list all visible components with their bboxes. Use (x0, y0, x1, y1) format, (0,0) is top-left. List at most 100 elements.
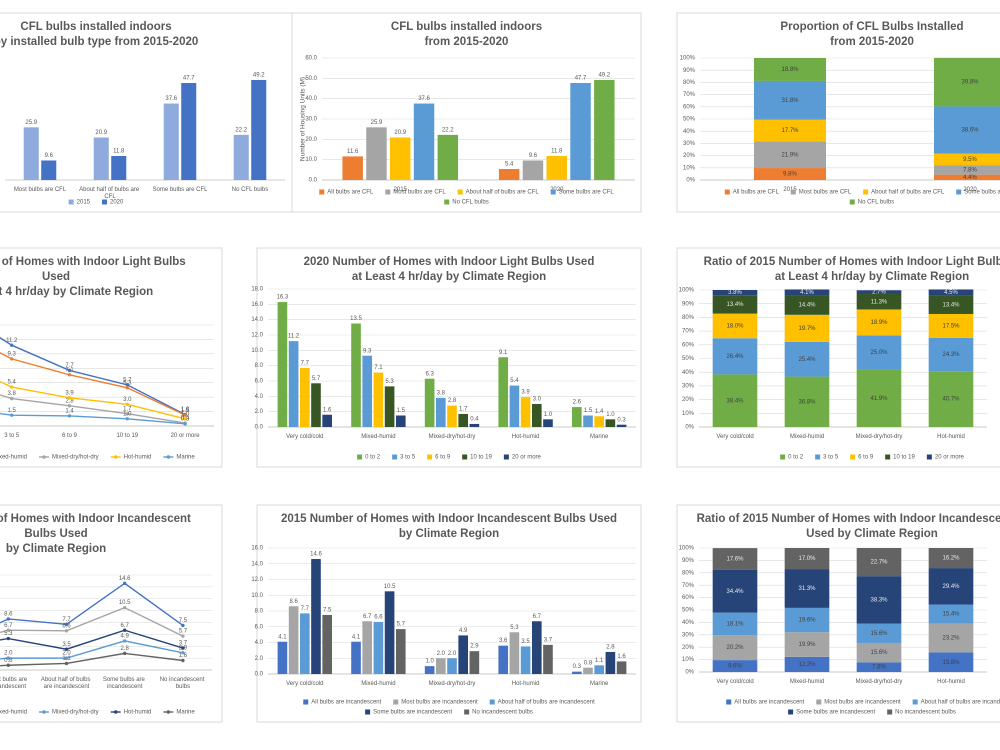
data-label: 1.5 (181, 408, 190, 414)
point (64, 661, 69, 666)
data-label: 14.6 (119, 576, 131, 582)
data-label: 0.4 (470, 417, 479, 423)
x-tick-label: No CFL bulbs (232, 187, 268, 193)
x-tick-label: 2020 (963, 187, 977, 193)
data-label: 4.5% (944, 290, 958, 296)
data-label: 3.8 (437, 390, 446, 396)
x-tick-label: Hot-humid (512, 681, 540, 687)
data-label: 3.9 (521, 390, 530, 396)
data-label: 3.7 (544, 637, 553, 643)
legend-item: About half of bulbs are incandescent (489, 699, 595, 706)
y-tick-label: 80% (682, 315, 695, 321)
x-tick-label: Mixed-dry/hot-dry (429, 434, 476, 440)
data-label: 15.6% (870, 631, 888, 637)
bar (520, 646, 531, 674)
y-tick-label: 14.0 (251, 561, 263, 567)
y-tick-label: 6.0 (255, 379, 264, 385)
data-label: 2.8 (606, 645, 615, 651)
legend-label: 0 to 2 (788, 455, 804, 461)
data-label: 2.0 (62, 651, 71, 657)
point (183, 417, 187, 421)
legend-label: Most bulbs are incandescent (401, 700, 478, 706)
bar (311, 383, 321, 427)
data-label: 4.4% (963, 175, 977, 181)
y-tick-label: 0.0 (255, 672, 264, 678)
bar (447, 405, 457, 427)
bar-segment (928, 337, 974, 372)
y-tick-label: 10.0 (305, 157, 317, 163)
bar (395, 629, 406, 674)
legend-label: Some bulbs are incandescent (796, 710, 875, 716)
y-tick-label: 0.0 (309, 178, 318, 184)
data-label: 25.4% (798, 357, 816, 363)
data-label: 1.6 (617, 654, 626, 660)
data-label: 6.6 (374, 615, 383, 621)
legend-marker (303, 699, 309, 705)
data-label: 38.6% (961, 128, 979, 134)
point (67, 368, 72, 373)
legend-marker (887, 709, 893, 715)
data-label: 31.8% (781, 98, 799, 104)
data-label: 9.6% (728, 664, 742, 670)
legend-item: Some bulbs are CFL (550, 189, 614, 196)
data-label: 8.6 (4, 612, 13, 618)
legend-marker (392, 454, 398, 460)
data-label: 7.8% (963, 167, 977, 173)
data-label: 6.3 (425, 371, 434, 377)
point (6, 636, 10, 641)
legend-item: Marine (163, 455, 195, 461)
bar (469, 651, 480, 674)
data-label: 3.0 (123, 397, 132, 403)
legend-marker (849, 199, 855, 205)
legend-item: Mixed-humid (0, 455, 27, 461)
data-label: 5.4 (510, 378, 519, 384)
bar (572, 671, 582, 674)
y-tick-label: 20.0 (305, 137, 317, 143)
data-label: 14.4% (798, 303, 816, 309)
y-tick-label: 2.0 (255, 409, 264, 415)
data-label: 1.4 (65, 408, 74, 414)
legend-item: Some bulbs are CFL (956, 189, 1000, 196)
data-label: 6.7 (4, 623, 13, 629)
bar (342, 156, 363, 180)
x-tick-label: Mixed-humid (361, 681, 395, 687)
legend-marker (166, 455, 171, 459)
data-label: 5.3 (4, 631, 13, 637)
legend-label: 6 to 9 (435, 455, 451, 461)
data-label: 1.5 (584, 408, 593, 414)
data-label: 11.6 (347, 149, 359, 155)
data-label: 19.9% (798, 642, 816, 648)
legend-marker (724, 189, 730, 195)
data-label: 29.4% (942, 584, 960, 590)
data-label: 21.9% (781, 152, 799, 158)
x-tick-label: Very cold/cold (286, 681, 323, 687)
bar (351, 641, 361, 674)
data-label: 19.7% (798, 326, 816, 332)
data-label: 9.3 (363, 348, 372, 354)
legend-marker (850, 454, 856, 460)
y-tick-label: 60% (682, 342, 695, 348)
legend-item: 0 to 2 (357, 454, 381, 461)
y-tick-label: 0% (685, 670, 694, 676)
y-tick-label: 8.0 (255, 363, 264, 369)
point (64, 656, 69, 660)
chart-title: from 2015-2020 (425, 36, 509, 48)
legend-label: 10 to 19 (893, 455, 915, 461)
data-label: 2.0 (448, 651, 457, 657)
legend-label: Most bulbs are CFL (393, 190, 446, 196)
bar-segment (784, 656, 830, 672)
bar (163, 103, 179, 180)
bar-segment (856, 548, 902, 577)
legend-item: Hot-humid (110, 710, 151, 716)
data-label: 25.0% (870, 350, 888, 356)
data-label: 2.6 (573, 400, 582, 406)
bar (509, 385, 520, 427)
legend-marker (550, 189, 556, 195)
chart-title: 2015 Number of Homes with Indoor Incande… (281, 513, 617, 525)
data-label: 3.5 (521, 639, 530, 645)
chart-title: Used by Climate Region (806, 528, 938, 540)
y-tick-label: 40.0 (305, 96, 317, 102)
bar (299, 367, 310, 427)
data-label: 10.5 (119, 600, 131, 606)
